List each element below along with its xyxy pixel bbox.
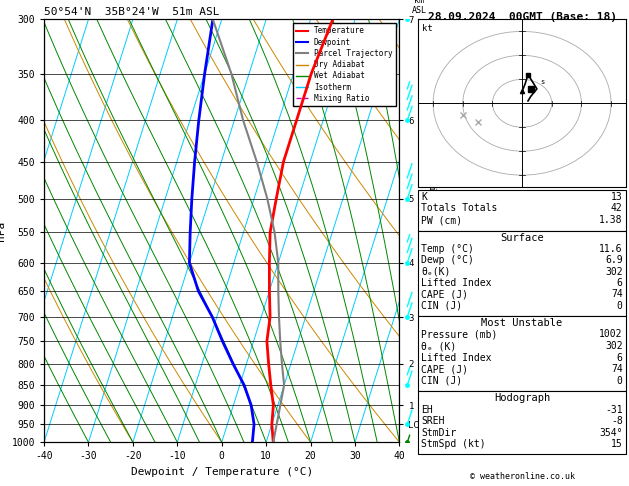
Text: EH: EH [421,405,433,415]
Text: StmSpd (kt): StmSpd (kt) [421,439,486,449]
Text: CAPE (J): CAPE (J) [421,289,469,299]
Text: 74: 74 [611,364,623,374]
Text: 6: 6 [617,353,623,363]
Legend: Temperature, Dewpoint, Parcel Trajectory, Dry Adiabat, Wet Adiabat, Isotherm, Mi: Temperature, Dewpoint, Parcel Trajectory… [293,23,396,106]
Text: © weatheronline.co.uk: © weatheronline.co.uk [470,472,574,481]
Text: 74: 74 [611,289,623,299]
Text: 0: 0 [617,301,623,311]
Text: SREH: SREH [421,416,445,426]
Text: 6.9: 6.9 [605,255,623,265]
Text: Temp (°C): Temp (°C) [421,244,474,254]
Text: θₑ(K): θₑ(K) [421,267,451,277]
Text: CIN (J): CIN (J) [421,301,462,311]
Text: PW (cm): PW (cm) [421,215,462,225]
Text: Totals Totals: Totals Totals [421,204,498,213]
Text: θₑ (K): θₑ (K) [421,341,457,351]
Text: Lifted Index: Lifted Index [421,353,492,363]
Y-axis label: hPa: hPa [0,221,6,241]
Text: 50°54'N  35B°24'W  51m ASL: 50°54'N 35B°24'W 51m ASL [44,7,220,17]
Text: 354°: 354° [599,428,623,437]
Text: StmDir: StmDir [421,428,457,437]
Text: CIN (J): CIN (J) [421,376,462,386]
Text: -8: -8 [611,416,623,426]
Text: 13: 13 [611,191,623,202]
Text: Pressure (mb): Pressure (mb) [421,330,498,339]
Text: 302: 302 [605,341,623,351]
Text: Lifted Index: Lifted Index [421,278,492,288]
Text: 1002: 1002 [599,330,623,339]
Text: K: K [421,191,427,202]
Text: 6: 6 [617,278,623,288]
Text: 11.6: 11.6 [599,244,623,254]
Text: kt: kt [423,24,433,34]
Y-axis label: Mixing Ratio (g/kg): Mixing Ratio (g/kg) [426,180,436,282]
Text: Dewp (°C): Dewp (°C) [421,255,474,265]
Text: Surface: Surface [500,233,544,243]
Text: Most Unstable: Most Unstable [481,318,563,328]
Text: 0: 0 [617,376,623,386]
Text: 302: 302 [605,267,623,277]
Text: 1.38: 1.38 [599,215,623,225]
Text: CAPE (J): CAPE (J) [421,364,469,374]
X-axis label: Dewpoint / Temperature (°C): Dewpoint / Temperature (°C) [131,467,313,477]
Text: km
ASL: km ASL [411,0,426,15]
Text: 28.09.2024  00GMT (Base: 18): 28.09.2024 00GMT (Base: 18) [428,12,616,22]
Text: -31: -31 [605,405,623,415]
Text: 42: 42 [611,204,623,213]
Text: s: s [533,79,544,87]
Text: 15: 15 [611,439,623,449]
Text: Hodograph: Hodograph [494,393,550,403]
